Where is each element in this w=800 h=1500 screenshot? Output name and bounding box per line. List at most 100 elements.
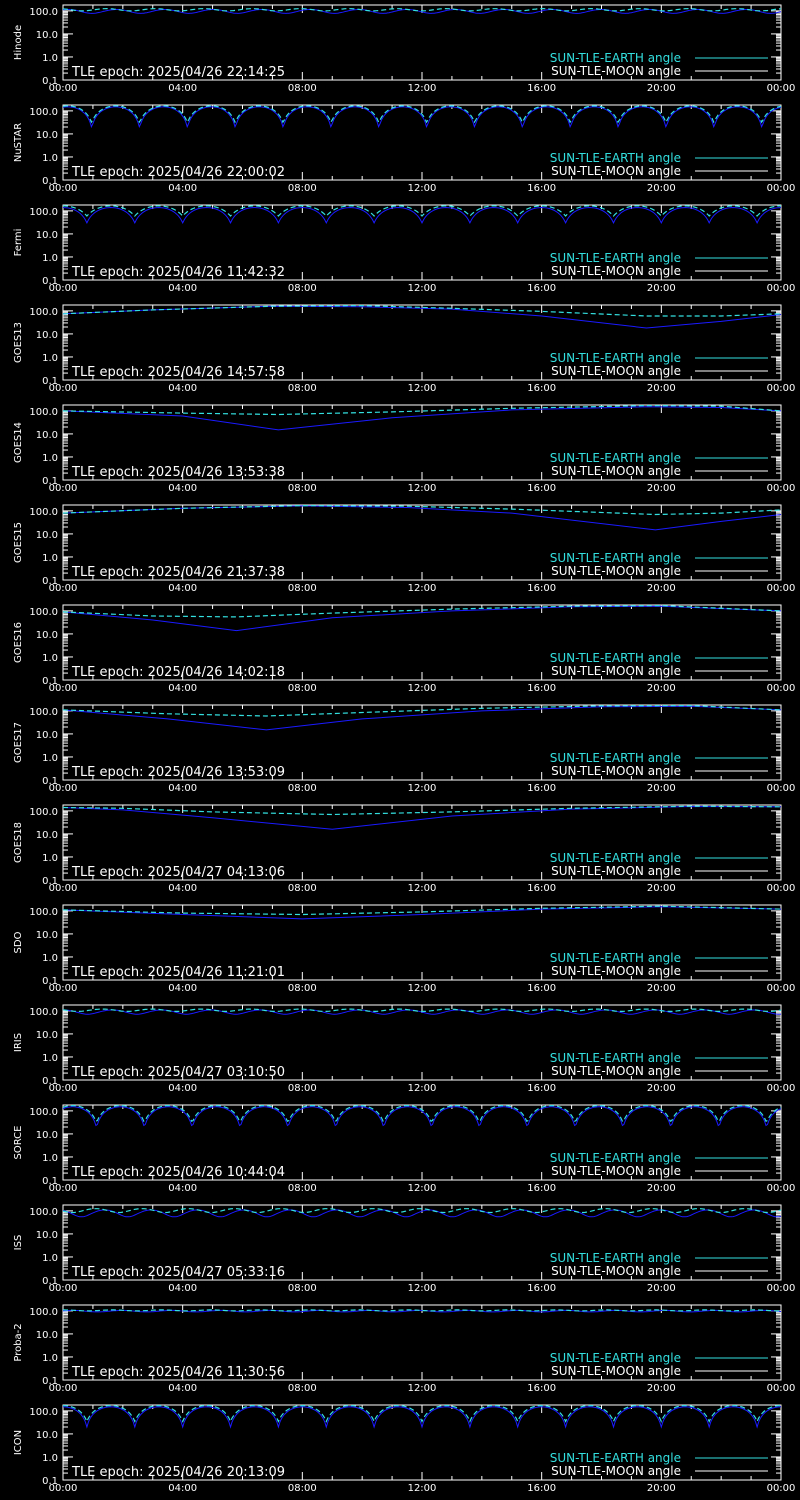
x-tick-label: 20:00 xyxy=(647,1383,676,1394)
y-tick-label: 1.0 xyxy=(42,1453,58,1464)
tle-epoch-text: TLE epoch: 2025/04/27 05:33:16 xyxy=(71,1265,285,1280)
y-tick-label: 0.1 xyxy=(42,1076,58,1087)
chart-panel-goes14: GOES14 0.1 1.0 10.0 100.0 00:00 04:00 08:00 12:0… xyxy=(13,404,795,494)
y-tick-label: 1.0 xyxy=(42,53,58,64)
y-tick-label: 0.1 xyxy=(42,576,58,587)
x-tick-label: 16:00 xyxy=(527,183,556,194)
x-tick-label: 08:00 xyxy=(288,683,317,694)
y-tick-label: 10.0 xyxy=(36,430,58,441)
x-tick-label: 08:00 xyxy=(288,1283,317,1294)
legend-moon-label: SUN-TLE-MOON angle xyxy=(551,564,681,578)
x-tick-label: 20:00 xyxy=(647,483,676,494)
tle-epoch-text: TLE epoch: 2025/04/26 20:13:09 xyxy=(71,1465,285,1480)
y-tick-label: 1.0 xyxy=(42,653,58,664)
x-tick-label: 08:00 xyxy=(288,1183,317,1194)
legend-moon-label: SUN-TLE-MOON angle xyxy=(551,864,681,878)
y-tick-label: 100.0 xyxy=(29,407,58,418)
x-tick-label: 00:00 xyxy=(767,283,796,294)
chart-panel-sorce: SORCE 0.1 1.0 10.0 100.0 00:00 04:00 08:00 12:00… xyxy=(13,1104,796,1194)
x-tick-label: 00:00 xyxy=(767,383,796,394)
x-tick-label: 00:00 xyxy=(767,1183,796,1194)
y-tick-label: 0.1 xyxy=(42,976,58,987)
earth-angle-line xyxy=(62,504,782,516)
y-tick-label: 0.1 xyxy=(42,376,58,387)
y-tick-label: 10.0 xyxy=(36,1230,58,1241)
tle-epoch-text: TLE epoch: 2025/04/27 04:13:06 xyxy=(71,865,285,880)
y-axis-label: ISS xyxy=(13,1235,24,1251)
x-tick-label: 12:00 xyxy=(408,883,437,894)
x-tick-label: 16:00 xyxy=(527,1383,556,1394)
tle-epoch-text: TLE epoch: 2025/04/26 11:30:56 xyxy=(71,1365,285,1380)
x-tick-label: 08:00 xyxy=(288,83,317,94)
legend-earth-label: SUN-TLE-EARTH angle xyxy=(550,851,681,865)
x-tick-label: 00:00 xyxy=(49,883,78,894)
x-tick-label: 04:00 xyxy=(168,883,197,894)
chart-panel-hinode: Hinode 0.1 1.0 10.0 100.0 00:00 04:00 08:00 12:0… xyxy=(13,4,795,94)
legend-earth-label: SUN-TLE-EARTH angle xyxy=(550,1151,681,1165)
earth-angle-line xyxy=(62,7,782,12)
earth-angle-line xyxy=(62,304,782,317)
x-tick-label: 20:00 xyxy=(647,983,676,994)
earth-angle-line xyxy=(62,805,782,816)
y-tick-label: 10.0 xyxy=(36,530,58,541)
legend-moon-label: SUN-TLE-MOON angle xyxy=(551,1364,681,1378)
y-axis-label: SDO xyxy=(13,931,24,953)
y-tick-label: 10.0 xyxy=(36,930,58,941)
chart-panel-sdo: SDO 0.1 1.0 10.0 100.0 00:00 04:00 08:00 12:00 16… xyxy=(13,904,795,994)
tle-epoch-text: TLE epoch: 2025/04/26 14:57:58 xyxy=(71,365,285,380)
chart-panel-iss: ISS 0.1 1.0 10.0 100.0 00:00 04:00 08:00 12:00 16… xyxy=(13,1204,796,1294)
y-tick-label: 100.0 xyxy=(29,307,58,318)
y-tick-label: 10.0 xyxy=(36,330,58,341)
moon-angle-line xyxy=(62,106,782,129)
x-tick-label: 12:00 xyxy=(408,1383,437,1394)
y-tick-label: 0.1 xyxy=(42,476,58,487)
y-tick-label: 10.0 xyxy=(36,630,58,641)
legend-earth-label: SUN-TLE-EARTH angle xyxy=(550,651,681,665)
legend-moon-label: SUN-TLE-MOON angle xyxy=(551,464,681,478)
legend-earth-label: SUN-TLE-EARTH angle xyxy=(550,451,681,465)
x-tick-label: 04:00 xyxy=(168,683,197,694)
x-tick-label: 00:00 xyxy=(767,1283,796,1294)
x-tick-label: 12:00 xyxy=(408,383,437,394)
chart-panel-goes17: GOES17 0.1 1.0 10.0 100.0 00:00 04:00 08:00 12:0… xyxy=(13,704,795,794)
x-tick-label: 20:00 xyxy=(647,783,676,794)
y-tick-label: 10.0 xyxy=(36,1330,58,1341)
legend-moon-label: SUN-TLE-MOON angle xyxy=(551,764,681,778)
x-tick-label: 08:00 xyxy=(288,783,317,794)
x-tick-label: 20:00 xyxy=(647,1183,676,1194)
moon-angle-line xyxy=(62,605,782,632)
legend-earth-label: SUN-TLE-EARTH angle xyxy=(550,951,681,965)
y-tick-label: 10.0 xyxy=(36,830,58,841)
legend-earth-label: SUN-TLE-EARTH angle xyxy=(550,751,681,765)
y-tick-label: 0.1 xyxy=(42,1276,58,1287)
y-tick-label: 1.0 xyxy=(42,853,58,864)
tle-epoch-text: TLE epoch: 2025/04/26 21:37:38 xyxy=(71,565,285,580)
y-tick-label: 100.0 xyxy=(29,1207,58,1218)
x-tick-label: 08:00 xyxy=(288,283,317,294)
y-tick-label: 10.0 xyxy=(36,30,58,41)
x-tick-label: 04:00 xyxy=(168,1183,197,1194)
legend-earth-label: SUN-TLE-EARTH angle xyxy=(550,151,681,165)
y-axis-label: Proba-2 xyxy=(13,1323,24,1361)
chart-panel-icon: ICON 0.1 1.0 10.0 100.0 00:00 04:00 08:00 12:00 1… xyxy=(13,1404,795,1494)
legend-earth-label: SUN-TLE-EARTH angle xyxy=(550,551,681,565)
x-tick-label: 00:00 xyxy=(49,1483,78,1494)
x-tick-label: 08:00 xyxy=(288,483,317,494)
x-tick-label: 16:00 xyxy=(527,1183,556,1194)
x-tick-label: 00:00 xyxy=(49,683,78,694)
y-axis-label: GOES17 xyxy=(13,722,24,763)
chart-panel-proba-2: Proba-2 0.1 1.0 10.0 100.0 00:00 04:00 08:00 12:… xyxy=(13,1304,795,1394)
y-axis-label: SORCE xyxy=(13,1126,24,1160)
moon-angle-line xyxy=(62,406,782,431)
y-tick-label: 1.0 xyxy=(42,453,58,464)
y-tick-label: 0.1 xyxy=(42,1476,58,1487)
x-tick-label: 16:00 xyxy=(527,483,556,494)
earth-angle-line xyxy=(62,704,782,717)
x-tick-label: 12:00 xyxy=(408,683,437,694)
legend-earth-label: SUN-TLE-EARTH angle xyxy=(550,1351,681,1365)
x-tick-label: 04:00 xyxy=(168,1483,197,1494)
x-tick-label: 12:00 xyxy=(408,1283,437,1294)
chart-panel-goes13: GOES13 0.1 1.0 10.0 100.0 00:00 04:00 08:00 12:0… xyxy=(13,304,796,394)
x-tick-label: 00:00 xyxy=(767,683,796,694)
y-tick-label: 100.0 xyxy=(29,707,58,718)
